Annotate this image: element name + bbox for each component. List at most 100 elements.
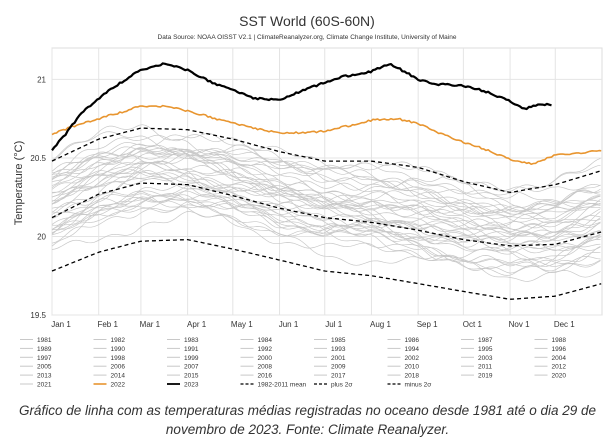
legend-item: 1994 [387, 346, 419, 353]
legend-label: 2001 [331, 355, 346, 362]
legend-label: 2005 [37, 364, 52, 371]
legend-label: 1996 [552, 346, 567, 353]
legend-item: 1993 [314, 346, 346, 353]
sst-chart: SST World (60S-60N) Data Source: NOAA OI… [13, 13, 603, 389]
legend-label: 2006 [111, 364, 126, 371]
series-line-2016 [51, 133, 601, 213]
legend-label: 1987 [478, 337, 493, 344]
legend-item: 2002 [387, 355, 420, 362]
legend-label: 1999 [184, 355, 199, 362]
legend-label: 2022 [111, 382, 126, 389]
legend-item: 1999 [167, 355, 199, 362]
legend-item: 2022 [93, 382, 126, 389]
legend-item: 1983 [167, 337, 199, 344]
x-tick-label: Mar 1 [140, 320, 161, 329]
legend-label: 1984 [258, 337, 273, 344]
legend-item: 2006 [93, 364, 126, 371]
legend-label: 1982 [111, 337, 126, 344]
series-line-2017 [51, 134, 601, 215]
series-line-2004 [51, 162, 601, 223]
legend-item: 1989 [20, 346, 52, 353]
legend-item: 1988 [534, 337, 566, 344]
legend-label: 2023 [184, 382, 199, 389]
series-line-2010 [51, 153, 601, 215]
legend-item: 1997 [20, 355, 52, 362]
x-tick-label: Jul 1 [325, 320, 342, 329]
series-line-1991 [51, 190, 601, 252]
legend-item: 1984 [240, 337, 273, 344]
legend-label: 2012 [552, 364, 567, 371]
legend-label: 2000 [258, 355, 273, 362]
legend-item: 1998 [93, 355, 126, 362]
series-line-2023 [51, 62, 552, 151]
legend-label: 2016 [258, 373, 273, 380]
legend-label: 1986 [405, 337, 420, 344]
series-line-1999 [51, 168, 601, 232]
legend-item: 1996 [534, 346, 567, 353]
legend-label: 1989 [37, 346, 52, 353]
legend-item: 2001 [314, 355, 346, 362]
series-line-1981 [51, 211, 601, 278]
legend-label: 1985 [331, 337, 346, 344]
x-tick-label: Aug 1 [370, 320, 391, 329]
series-line-2007 [51, 161, 601, 217]
legend-label: 1995 [478, 346, 493, 353]
series-line-2020 [51, 147, 601, 192]
legend-label: 1998 [111, 355, 126, 362]
legend-item: 2015 [167, 373, 199, 380]
series-line-1998 [51, 166, 601, 249]
legend-label: 2009 [331, 364, 346, 371]
series-line-1982-2011-mean [51, 182, 602, 247]
chart-subtitle: Data Source: NOAA OISST V2.1 | ClimateRe… [158, 34, 457, 41]
legend-item: 1982-2011 mean [240, 382, 307, 389]
series-line-1996 [51, 173, 601, 261]
legend-item: 1982 [93, 337, 126, 344]
legend-label: 2013 [37, 373, 52, 380]
legend-label: 1993 [331, 346, 346, 353]
legend-item: 1992 [240, 346, 273, 353]
y-tick-label: 20.5 [30, 154, 46, 163]
legend-label: 1982-2011 mean [258, 382, 307, 389]
legend-item: 2009 [314, 364, 346, 371]
legend-item: 2017 [314, 373, 346, 380]
legend-label: 2010 [405, 364, 420, 371]
x-tick-label: Sep 1 [417, 320, 438, 329]
legend-item: 1985 [314, 337, 346, 344]
grid [51, 47, 603, 316]
x-tick-labels: Jan 1 Feb 1 Mar 1 Apr 1 May 1 Jun 1 Jul 1 Aug 1… [51, 320, 575, 329]
legend-item: 2016 [240, 373, 273, 380]
legend-item: 1986 [387, 337, 420, 344]
legend-item: 1991 [167, 346, 199, 353]
series-line-2018 [51, 131, 601, 199]
legend-label: 1990 [111, 346, 126, 353]
legend-label: 2003 [478, 355, 493, 362]
chart-title: SST World (60S-60N) [239, 13, 375, 29]
legend-item: plus 2σ [314, 382, 352, 389]
legend-label: 2021 [37, 382, 52, 389]
series-line-1994 [51, 187, 601, 251]
legend-label: 2008 [258, 364, 273, 371]
legend-item: minus 2σ [387, 382, 431, 389]
legend-label: 2019 [478, 373, 493, 380]
series-line-2006 [51, 154, 601, 233]
x-tick-label: Feb 1 [97, 320, 118, 329]
legend: 1981 1982 1983 1984 1985 1986 1987 1988 1989 1990… [20, 337, 566, 389]
legend-label: 1992 [258, 346, 273, 353]
legend-label: 1983 [184, 337, 199, 344]
figure-caption: Gráfico de linha com as temperaturas méd… [18, 403, 597, 437]
legend-item: 2004 [534, 355, 566, 362]
legend-label: 2002 [405, 355, 420, 362]
legend-label: 2018 [405, 373, 420, 380]
main-series-lines [51, 62, 602, 300]
legend-item: 1987 [461, 337, 493, 344]
series-line-plus-2- [51, 127, 602, 194]
series-line-1992 [51, 194, 601, 243]
legend-label: 2017 [331, 373, 346, 380]
legend-item: 2011 [461, 364, 492, 371]
legend-item: 2020 [534, 373, 566, 380]
legend-label: 2014 [111, 373, 126, 380]
past-year-lines [51, 124, 601, 282]
series-line-1982 [51, 193, 601, 276]
series-line-1988 [51, 185, 601, 268]
series-line-minus-2- [51, 238, 602, 300]
